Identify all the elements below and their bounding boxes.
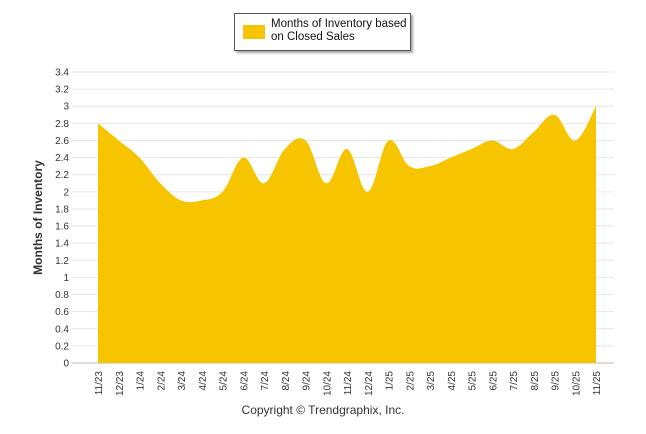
y-tick-label: 3.2 [55, 85, 69, 96]
data-point [117, 138, 121, 142]
x-tick-label: 11/23 [94, 371, 105, 396]
y-tick-label: 1.4 [55, 239, 69, 250]
data-point [511, 147, 515, 151]
x-tick-label: 9/25 [551, 371, 562, 391]
data-point [387, 138, 391, 142]
data-point [470, 147, 474, 151]
x-tick-label: 7/25 [509, 371, 520, 391]
x-tick-label: 9/24 [302, 371, 313, 391]
data-point [262, 181, 266, 185]
x-tick-label: 2/25 [405, 371, 416, 391]
data-point [553, 113, 557, 117]
data-point [428, 164, 432, 168]
y-tick-label: 0.6 [55, 307, 69, 318]
chart-legend: Months of Inventory based on Closed Sale… [234, 13, 411, 51]
y-axis-title: Months of Inventory [31, 160, 45, 275]
data-point [138, 156, 142, 160]
y-tick-label: 2 [63, 187, 69, 198]
data-point [407, 164, 411, 168]
data-point [200, 198, 204, 202]
data-point [283, 147, 287, 151]
x-tick-label: 12/23 [115, 371, 126, 396]
legend-swatch [243, 25, 265, 39]
x-tick-label: 8/24 [281, 371, 292, 391]
y-tick-label: 3.4 [55, 68, 69, 79]
data-point [158, 181, 162, 185]
x-tick-label: 10/25 [571, 371, 582, 396]
y-tick-label: 2.4 [55, 153, 69, 164]
data-point [449, 156, 453, 160]
y-tick-label: 3 [63, 102, 69, 113]
y-tick-label: 1.8 [55, 204, 69, 215]
area-series-fill [98, 106, 596, 363]
y-tick-label: 0 [63, 359, 69, 370]
x-tick-label: 3/24 [177, 371, 188, 391]
x-tick-label: 11/25 [592, 371, 603, 396]
data-point [96, 121, 100, 125]
y-tick-label: 1.6 [55, 222, 69, 233]
y-tick-label: 1 [63, 273, 69, 284]
y-tick-label: 1.2 [55, 256, 69, 267]
x-tick-label: 4/24 [198, 371, 209, 391]
data-point [179, 198, 183, 202]
x-tick-label: 2/24 [156, 371, 167, 391]
data-point [345, 147, 349, 151]
y-tick-label: 2.2 [55, 170, 69, 181]
y-tick-label: 2.6 [55, 136, 69, 147]
data-point [366, 190, 370, 194]
x-tick-label: 10/24 [322, 371, 333, 396]
data-point [241, 156, 245, 160]
x-tick-label: 6/24 [239, 371, 250, 391]
x-tick-label: 3/25 [426, 371, 437, 391]
data-point [532, 130, 536, 134]
data-point [324, 181, 328, 185]
x-tick-label: 5/24 [219, 371, 230, 391]
x-tick-label: 12/24 [364, 371, 375, 396]
x-tick-label: 11/24 [343, 371, 354, 396]
data-point [490, 138, 494, 142]
data-point [304, 138, 308, 142]
x-tick-label: 4/25 [447, 371, 458, 391]
data-point [221, 190, 225, 194]
x-tick-label: 1/24 [136, 371, 147, 391]
y-tick-label: 0.2 [55, 341, 69, 352]
x-tick-label: 1/25 [385, 371, 396, 391]
x-tick-label: 8/25 [530, 371, 541, 391]
y-tick-label: 2.8 [55, 119, 69, 130]
x-tick-label: 6/25 [488, 371, 499, 391]
data-point [594, 104, 598, 108]
copyright-text: Copyright © Trendgraphix, Inc. [241, 403, 405, 417]
y-tick-label: 0.8 [55, 290, 69, 301]
legend-label: Months of Inventory based on Closed Sale… [271, 18, 407, 43]
x-tick-label: 5/25 [468, 371, 479, 391]
y-tick-label: 0.4 [55, 324, 69, 335]
data-point [573, 138, 577, 142]
x-tick-label: 7/24 [260, 371, 271, 391]
